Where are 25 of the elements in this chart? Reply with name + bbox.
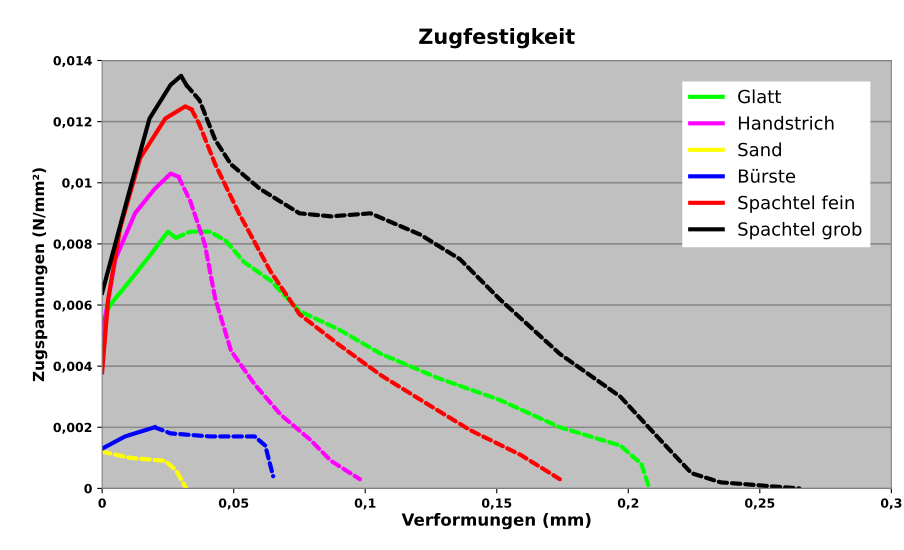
x-tick-label: 0,1 bbox=[354, 498, 376, 510]
y-tick-label: 0,008 bbox=[53, 239, 92, 250]
x-axis-title: Verformungen (mm) bbox=[402, 513, 591, 530]
x-tick-label: 0,05 bbox=[218, 498, 248, 510]
y-tick-label: 0,012 bbox=[53, 117, 92, 128]
legend-label: Spachtel fein bbox=[738, 195, 854, 213]
y-tick-label: 0,002 bbox=[53, 422, 92, 434]
legend-label: Spachtel grob bbox=[738, 222, 862, 240]
legend-label: Bürste bbox=[738, 168, 796, 183]
y-tick-label: 0,006 bbox=[53, 300, 92, 312]
line-series bbox=[102, 450, 188, 488]
y-tick-label: 0,004 bbox=[53, 362, 92, 373]
x-tick-label: 0,25 bbox=[744, 498, 774, 510]
legend-label: Sand bbox=[738, 142, 781, 156]
x-tick-label: 0,3 bbox=[880, 498, 902, 510]
y-tick-label: 0,014 bbox=[53, 56, 92, 68]
x-tick-label: 0 bbox=[98, 498, 106, 508]
x-tick-label: 0,15 bbox=[482, 498, 512, 510]
chart-title: Zugfestigkeit bbox=[419, 28, 575, 48]
y-tick-label: 0,01 bbox=[62, 178, 92, 190]
y-axis-title: Zugspannungen (N/mm²) bbox=[32, 168, 48, 382]
y-tick-label: 0 bbox=[84, 484, 92, 494]
legend-label: Glatt bbox=[738, 89, 781, 104]
x-tick-label: 0,2 bbox=[618, 498, 638, 510]
legend-label: Handstrich bbox=[738, 116, 834, 130]
